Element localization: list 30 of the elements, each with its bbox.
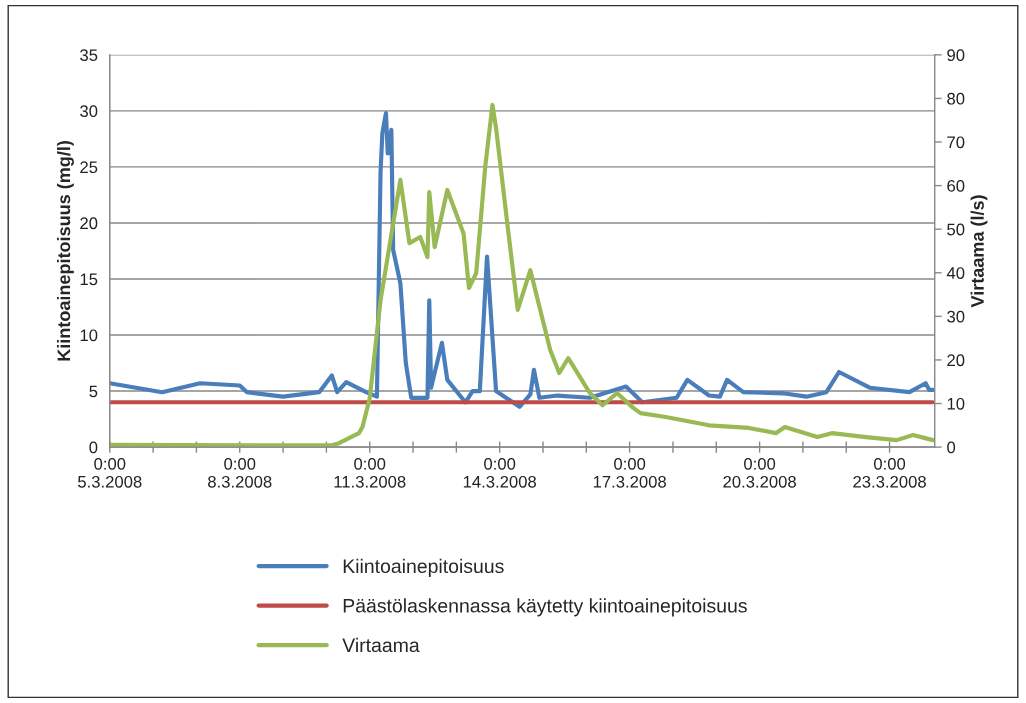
y2-axis-title: Virtaama (l/s): [970, 195, 988, 308]
y-tick-label: 0: [89, 441, 98, 454]
y2-tick-label: 60: [947, 179, 965, 192]
y2-tick-label: 20: [947, 354, 965, 367]
y2-tick-label: 10: [947, 397, 965, 410]
y2-tick-label: 0: [947, 441, 956, 454]
y2-tick-label: 90: [947, 49, 965, 62]
x-tick-label: 0:00 14.3.2008: [463, 457, 537, 488]
legend-label: Päästölaskennassa käytetty kiintoainepitoisuus: [343, 598, 747, 617]
x-tick-label: 0:00 5.3.2008: [78, 457, 142, 488]
y2-tick-label: 40: [946, 267, 965, 279]
y2-tick-label: 80: [947, 92, 965, 105]
x-tick-label: 0:00 23.3.2008: [853, 457, 926, 488]
y-tick-label: 15: [80, 273, 98, 286]
x-tick-label: 0:00 8.3.2008: [208, 457, 272, 488]
x-tick-label: 0:00 11.3.2008: [334, 457, 406, 488]
x-tick-label: 0:00 17.3.2008: [593, 457, 666, 488]
y-tick-label: 10: [80, 329, 98, 342]
legend-label: Kiintoainepitoisuus: [343, 558, 504, 577]
y2-tick-label: 30: [947, 310, 965, 323]
y-tick-label: 5: [89, 385, 98, 398]
y-tick-label: 35: [80, 49, 98, 62]
y-tick-label: 30: [80, 105, 98, 118]
y-tick-label: 20: [80, 217, 98, 230]
y-tick-label: 25: [80, 161, 98, 174]
y2-tick-label: 70: [947, 136, 965, 149]
y2-tick-label: 50: [947, 223, 965, 236]
x-tick-label: 0:00 20.3.2008: [723, 457, 796, 488]
y-axis-title: Kiintoainepitoisuus (mg/l): [56, 141, 74, 361]
legend-label: Virtaama: [342, 637, 420, 653]
